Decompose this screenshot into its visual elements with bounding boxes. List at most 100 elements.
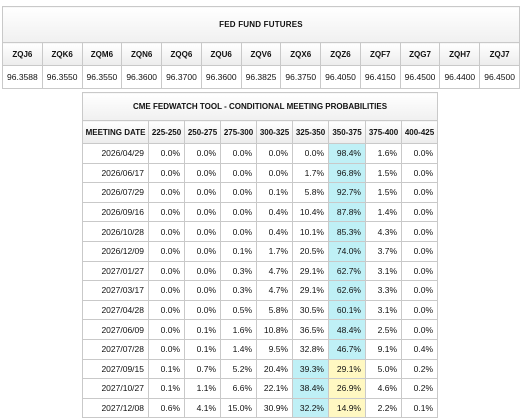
- probability-cell: 0.0%: [184, 280, 221, 301]
- probability-cell: 0.0%: [220, 162, 257, 184]
- meeting-date: 2027/12/08: [82, 397, 149, 418]
- probability-cell: 0.0%: [184, 299, 221, 321]
- meeting-date: 2026/06/17: [82, 162, 149, 184]
- probability-cell: 0.0%: [256, 143, 293, 164]
- probability-cell: 20.4%: [256, 358, 293, 380]
- probability-cell: 29.1%: [328, 358, 366, 380]
- futures-contract-price: 96.4400: [439, 65, 481, 89]
- rate-range-header: 300-325: [256, 120, 293, 144]
- probability-cell: 0.0%: [400, 201, 439, 223]
- probability-cell: 1.5%: [365, 162, 402, 184]
- probability-cell: 1.6%: [365, 143, 402, 164]
- probabilities-header-row: MEETING DATE 225-250 250-275 275-300 300-325…: [82, 120, 439, 144]
- probability-cell: 9.1%: [365, 338, 402, 360]
- probability-cell: 4.7%: [256, 260, 293, 282]
- probability-cell: 5.8%: [292, 182, 329, 203]
- probability-cell: 0.6%: [148, 397, 185, 418]
- probability-cell: 0.0%: [184, 182, 221, 203]
- futures-contract-price: 96.3588: [2, 65, 43, 89]
- meeting-date-header: MEETING DATE: [82, 120, 149, 144]
- meeting-probabilities-table: CME FEDWATCH TOOL - CONDITIONAL MEETING …: [81, 92, 439, 418]
- rate-range-header: 325-350: [292, 120, 329, 144]
- probability-cell: 0.3%: [220, 280, 257, 301]
- meeting-date: 2027/09/15: [82, 358, 149, 380]
- probabilities-body: 2026/04/29 0.0% 0.0% 0.0% 0.0% 0.0% 98.4% 1.6% 0…: [82, 143, 439, 418]
- probability-cell: 29.1%: [292, 260, 329, 282]
- futures-contract-code: ZQX6: [280, 42, 322, 66]
- probability-cell: 0.0%: [148, 338, 185, 360]
- table-row: 2027/09/15 0.1% 0.7% 5.2% 20.4% 39.3% 29.1% 5.0…: [82, 358, 439, 380]
- probability-cell: 0.0%: [400, 182, 439, 203]
- table-row: 2026/09/16 0.0% 0.0% 0.0% 0.4% 10.4% 87.8% 1.4%…: [82, 201, 439, 223]
- probability-cell: 32.8%: [292, 338, 329, 360]
- probability-cell: 15.0%: [220, 397, 257, 418]
- table-row: 2027/01/27 0.0% 0.0% 0.3% 4.7% 29.1% 62.7% 3.1%…: [82, 260, 439, 282]
- probability-cell: 1.7%: [256, 240, 293, 262]
- table-row: 2027/12/08 0.6% 4.1% 15.0% 30.9% 32.2% 14.9% 2.…: [82, 397, 439, 418]
- probability-cell: 1.4%: [365, 201, 402, 223]
- probability-cell: 10.4%: [292, 201, 329, 223]
- probability-cell: 0.0%: [148, 280, 185, 301]
- futures-contract-code: ZQU6: [200, 42, 242, 66]
- probability-cell: 0.0%: [220, 182, 257, 203]
- probability-cell: 96.8%: [328, 162, 366, 184]
- probability-cell: 87.8%: [328, 201, 366, 223]
- probability-cell: 0.4%: [400, 338, 439, 360]
- probability-cell: 5.8%: [256, 299, 293, 321]
- probability-cell: 60.1%: [328, 299, 366, 321]
- probability-cell: 0.1%: [400, 397, 439, 418]
- probability-cell: 0.0%: [292, 143, 329, 164]
- futures-contract-code: ZQV6: [240, 42, 282, 66]
- futures-contract-price: 96.4050: [320, 65, 361, 89]
- probability-cell: 1.6%: [220, 319, 257, 340]
- table-row: 2026/10/28 0.0% 0.0% 0.0% 0.4% 10.1% 85.3% 4.3%…: [82, 221, 439, 242]
- probability-cell: 30.9%: [256, 397, 293, 418]
- probability-cell: 0.2%: [400, 378, 439, 399]
- probability-cell: 3.3%: [365, 280, 402, 301]
- probability-cell: 32.2%: [292, 397, 329, 418]
- futures-contract-price: 96.3600: [121, 65, 163, 89]
- probability-cell: 0.0%: [148, 201, 185, 223]
- futures-contract-code: ZQZ6: [320, 42, 361, 66]
- probability-cell: 0.1%: [220, 240, 257, 262]
- probability-cell: 0.0%: [400, 260, 439, 282]
- probability-cell: 0.0%: [400, 240, 439, 262]
- rate-range-header: 400-425: [400, 120, 439, 144]
- futures-contract-code: ZQH7: [439, 42, 481, 66]
- probability-cell: 48.4%: [328, 319, 366, 340]
- probability-cell: 9.5%: [256, 338, 293, 360]
- probability-cell: 5.0%: [365, 358, 402, 380]
- probability-cell: 0.0%: [220, 143, 257, 164]
- probability-cell: 14.9%: [328, 397, 366, 418]
- probability-cell: 0.0%: [148, 162, 185, 184]
- probability-cell: 62.7%: [328, 260, 366, 282]
- probability-cell: 0.1%: [184, 338, 221, 360]
- meeting-date: 2026/09/16: [82, 201, 149, 223]
- meeting-date: 2026/10/28: [82, 221, 149, 242]
- probability-cell: 0.5%: [220, 299, 257, 321]
- probability-cell: 1.7%: [292, 162, 329, 184]
- table-row: 2026/12/09 0.0% 0.0% 0.1% 1.7% 20.5% 74.0% 3.7%…: [82, 240, 439, 262]
- table-row: 2027/03/17 0.0% 0.0% 0.3% 4.7% 29.1% 62.6% 3.3%…: [82, 280, 439, 301]
- probability-cell: 0.0%: [256, 162, 293, 184]
- probability-cell: 39.3%: [292, 358, 329, 380]
- probability-cell: 0.1%: [148, 378, 185, 399]
- probability-cell: 0.0%: [184, 162, 221, 184]
- probabilities-title: CME FEDWATCH TOOL - CONDITIONAL MEETING …: [81, 92, 439, 121]
- probability-cell: 2.5%: [365, 319, 402, 340]
- probability-cell: 10.8%: [256, 319, 293, 340]
- probability-cell: 5.2%: [220, 358, 257, 380]
- meeting-date: 2027/06/09: [82, 319, 149, 340]
- probability-cell: 0.3%: [220, 260, 257, 282]
- probability-cell: 26.9%: [328, 378, 366, 399]
- probability-cell: 0.0%: [184, 221, 221, 242]
- table-row: 2026/04/29 0.0% 0.0% 0.0% 0.0% 0.0% 98.4% 1.6% 0…: [82, 143, 439, 164]
- probability-cell: 4.7%: [256, 280, 293, 301]
- probability-cell: 0.0%: [220, 201, 257, 223]
- probability-cell: 30.5%: [292, 299, 329, 321]
- futures-contract-price: 96.3700: [161, 65, 202, 89]
- probability-cell: 92.7%: [328, 182, 366, 203]
- meeting-date: 2026/04/29: [82, 143, 149, 164]
- futures-contract-price: 96.3750: [280, 65, 322, 89]
- probability-cell: 4.3%: [365, 221, 402, 242]
